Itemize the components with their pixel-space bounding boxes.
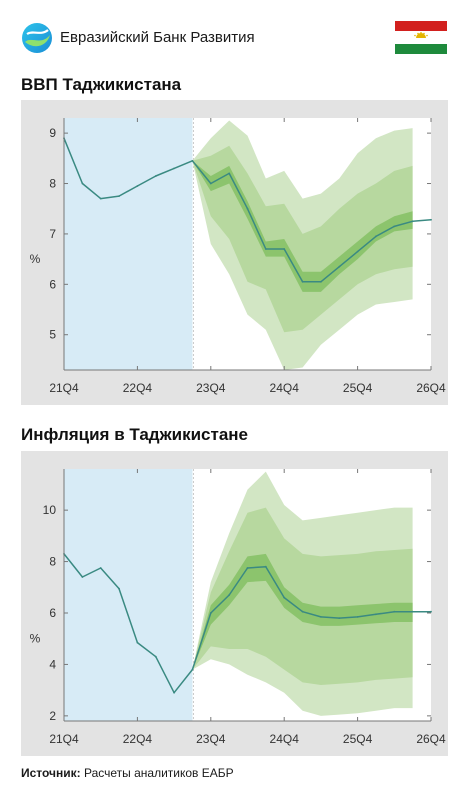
inflation-point-26Q2 [393, 610, 396, 613]
inflation-point-23Q1 [154, 655, 157, 658]
gdp-band-inner [192, 160, 413, 292]
inflation-point-22Q1 [81, 576, 84, 578]
inflation-point-23Q3 [191, 668, 194, 671]
inflation-point-24Q4 [283, 596, 286, 599]
inflation-point-24Q2 [246, 567, 249, 569]
inflation-y-tick-label: 10 [43, 503, 57, 517]
inflation-x-tick-label: 25Q4 [343, 732, 373, 746]
inflation-x-tick-label: 24Q4 [270, 732, 300, 746]
gdp-point-22Q4 [136, 185, 139, 187]
inflation-point-22Q4 [136, 641, 139, 644]
inflation-y-axis-label: % [30, 632, 41, 646]
gdp-point-26Q3 [411, 220, 414, 223]
inflation-point-22Q3 [118, 587, 120, 590]
inflation-point-24Q3 [264, 565, 267, 568]
inflation-point-26Q3 [411, 610, 414, 613]
gdp-band-middle [192, 145, 413, 333]
inflation-history-shade [64, 469, 193, 721]
gdp-x-tick-label: 26Q4 [416, 381, 446, 395]
gdp-point-24Q2 [246, 207, 249, 210]
gdp-point-23Q3 [191, 159, 194, 162]
inflation-point-25Q1 [301, 610, 304, 613]
gdp-point-26Q1 [375, 235, 377, 238]
inflation-x-tick-label: 21Q4 [49, 732, 79, 746]
inflation-point-23Q2 [173, 691, 176, 694]
gdp-point-23Q2 [173, 167, 176, 170]
inflation-x-tick-label: 23Q4 [196, 732, 226, 746]
gdp-x-tick-label: 23Q4 [196, 381, 226, 395]
gdp-y-tick-label: 6 [49, 277, 56, 291]
inflation-point-25Q3 [338, 617, 341, 619]
eadb-logo-icon [22, 23, 52, 53]
source-text: Расчеты аналитиков ЕАБР [80, 766, 234, 780]
inflation-point-24Q1 [228, 594, 231, 596]
gdp-y-tick-label: 7 [49, 227, 56, 241]
inflation-point-26Q1 [375, 613, 377, 616]
inflation-point-23Q4 [209, 612, 212, 614]
gdp-point-22Q3 [118, 195, 120, 197]
gdp-point-24Q3 [264, 248, 267, 250]
gdp-point-22Q1 [81, 182, 84, 185]
gdp-point-24Q1 [228, 172, 231, 175]
gdp-chart: 21Q4 22Q4 23Q4 24Q4 25Q4 26Q4 5 6 7 8 9% [21, 100, 448, 405]
gdp-x-tick-label: 21Q4 [49, 381, 79, 395]
inflation-chart: 21Q4 22Q4 23Q4 24Q4 25Q4 26Q4 2 4 6 8 10% [21, 451, 448, 756]
gdp-point-25Q4 [356, 250, 359, 253]
inflation-x-tick-label: 22Q4 [123, 732, 153, 746]
gdp-point-25Q2 [320, 280, 322, 283]
gdp-x-tick-label: 25Q4 [343, 381, 373, 395]
inflation-y-tick-label: 8 [49, 555, 56, 569]
source-note: Источник: Расчеты аналитиков ЕАБР [21, 766, 234, 780]
inflation-point-25Q2 [320, 616, 322, 618]
gdp-y-tick-label: 9 [49, 126, 56, 140]
inflation-band-middle [192, 507, 413, 685]
header: Евразийский Банк Развития [0, 0, 469, 72]
gdp-point-22Q2 [99, 197, 102, 200]
inflation-x-tick-label: 26Q4 [416, 732, 446, 746]
gdp-chart-title: ВВП Таджикистана [21, 75, 182, 94]
gdp-point-26Q2 [393, 225, 396, 228]
gdp-y-tick-label: 5 [49, 328, 56, 342]
brand-name: Евразийский Банк Развития [60, 29, 255, 46]
inflation-chart-title: Инфляция в Таджикистане [21, 425, 249, 444]
gdp-point-23Q1 [154, 175, 157, 177]
inflation-y-tick-label: 6 [49, 606, 56, 620]
gdp-y-tick-label: 8 [49, 177, 56, 191]
tajikistan-flag-icon [395, 21, 447, 54]
inflation-y-tick-label: 2 [49, 709, 56, 723]
inflation-point-26Q4 [430, 610, 432, 613]
gdp-point-26Q4 [430, 218, 432, 221]
gdp-point-24Q4 [283, 248, 286, 250]
source-label: Источник: [21, 766, 81, 780]
gdp-x-tick-label: 22Q4 [123, 381, 153, 395]
gdp-x-tick-label: 24Q4 [270, 381, 300, 395]
gdp-y-axis-label: % [30, 252, 41, 266]
gdp-history-shade [64, 118, 193, 370]
gdp-point-25Q3 [338, 265, 341, 268]
gdp-point-23Q4 [209, 182, 212, 185]
gdp-point-25Q1 [301, 280, 304, 283]
inflation-point-22Q2 [99, 567, 102, 569]
inflation-point-25Q4 [356, 616, 359, 618]
inflation-y-tick-label: 4 [49, 657, 56, 671]
